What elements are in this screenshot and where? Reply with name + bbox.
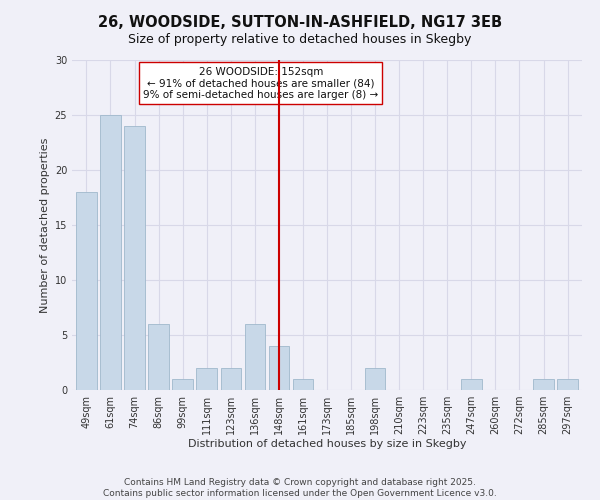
Bar [533,379,554,390]
Bar [221,368,241,390]
Bar [461,379,482,390]
Text: 26 WOODSIDE: 152sqm
← 91% of detached houses are smaller (84)
9% of semi-detache: 26 WOODSIDE: 152sqm ← 91% of detached ho… [143,66,379,100]
Y-axis label: Number of detached properties: Number of detached properties [40,138,50,312]
Text: Size of property relative to detached houses in Skegby: Size of property relative to detached ho… [128,32,472,46]
Text: 26, WOODSIDE, SUTTON-IN-ASHFIELD, NG17 3EB: 26, WOODSIDE, SUTTON-IN-ASHFIELD, NG17 3… [98,15,502,30]
Bar [148,324,169,390]
Bar [76,192,97,390]
X-axis label: Distribution of detached houses by size in Skegby: Distribution of detached houses by size … [188,438,466,448]
Text: Contains HM Land Registry data © Crown copyright and database right 2025.
Contai: Contains HM Land Registry data © Crown c… [103,478,497,498]
Bar [293,379,313,390]
Bar [245,324,265,390]
Bar [100,115,121,390]
Bar [365,368,385,390]
Bar [557,379,578,390]
Bar [269,346,289,390]
Bar [172,379,193,390]
Bar [124,126,145,390]
Bar [196,368,217,390]
